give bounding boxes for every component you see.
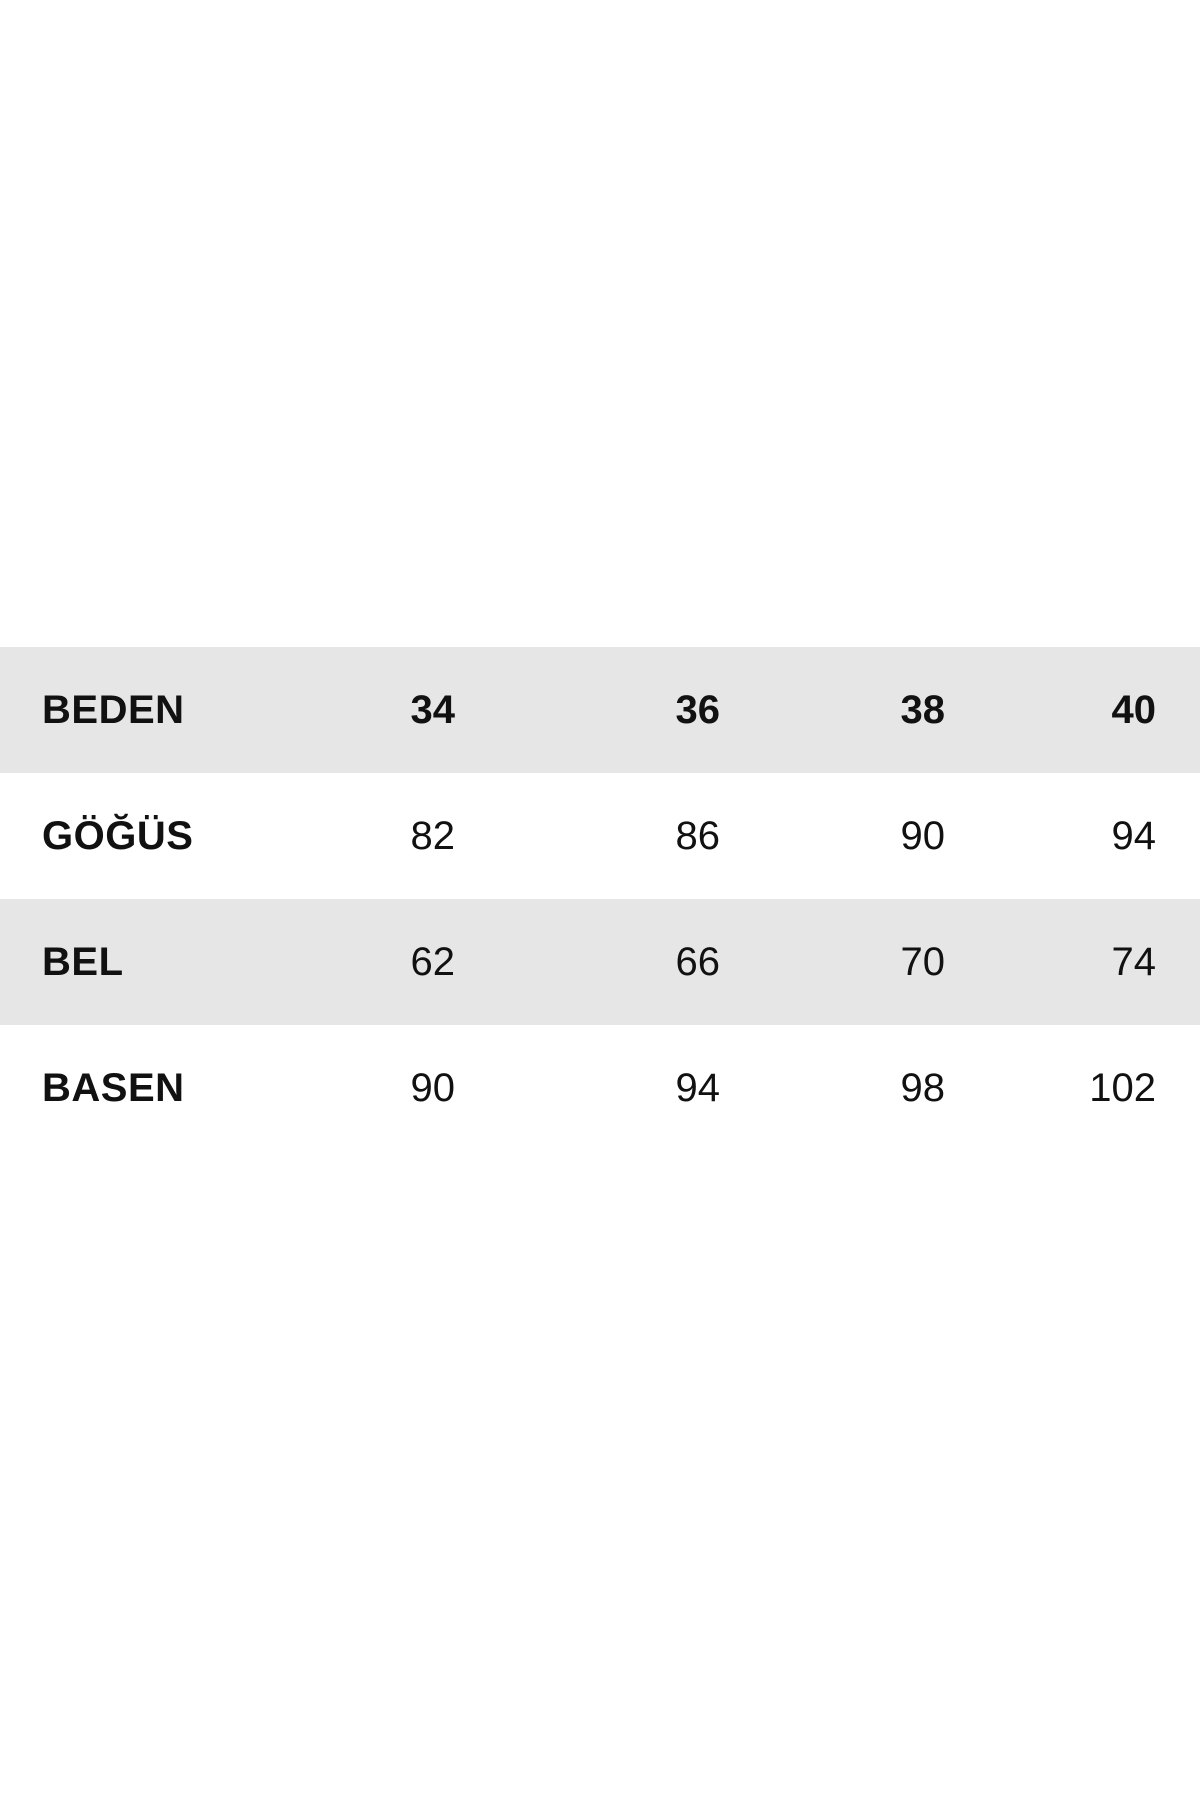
header-size-cell: 34 <box>300 647 505 773</box>
table-row: BEL 62 66 70 74 <box>0 899 1200 1025</box>
table-cell: 98 <box>740 1025 985 1151</box>
size-chart-table: BEDEN 34 36 38 40 GÖĞÜS 82 86 90 94 BEL … <box>0 647 1200 1151</box>
row-label: GÖĞÜS <box>0 773 300 899</box>
table-cell: 94 <box>505 1025 740 1151</box>
row-label: BEL <box>0 899 300 1025</box>
size-header-row: BEDEN 34 36 38 40 <box>0 647 1200 773</box>
table-cell: 70 <box>740 899 985 1025</box>
table-row: GÖĞÜS 82 86 90 94 <box>0 773 1200 899</box>
table-cell: 86 <box>505 773 740 899</box>
table-cell: 82 <box>300 773 505 899</box>
table-cell: 74 <box>985 899 1200 1025</box>
header-label: BEDEN <box>0 647 300 773</box>
header-size-cell: 38 <box>740 647 985 773</box>
table-row: BASEN 90 94 98 102 <box>0 1025 1200 1151</box>
header-size-cell: 40 <box>985 647 1200 773</box>
table-cell: 94 <box>985 773 1200 899</box>
table-cell: 102 <box>985 1025 1200 1151</box>
table-cell: 90 <box>300 1025 505 1151</box>
table-cell: 90 <box>740 773 985 899</box>
table-cell: 66 <box>505 899 740 1025</box>
header-size-cell: 36 <box>505 647 740 773</box>
table-cell: 62 <box>300 899 505 1025</box>
row-label: BASEN <box>0 1025 300 1151</box>
